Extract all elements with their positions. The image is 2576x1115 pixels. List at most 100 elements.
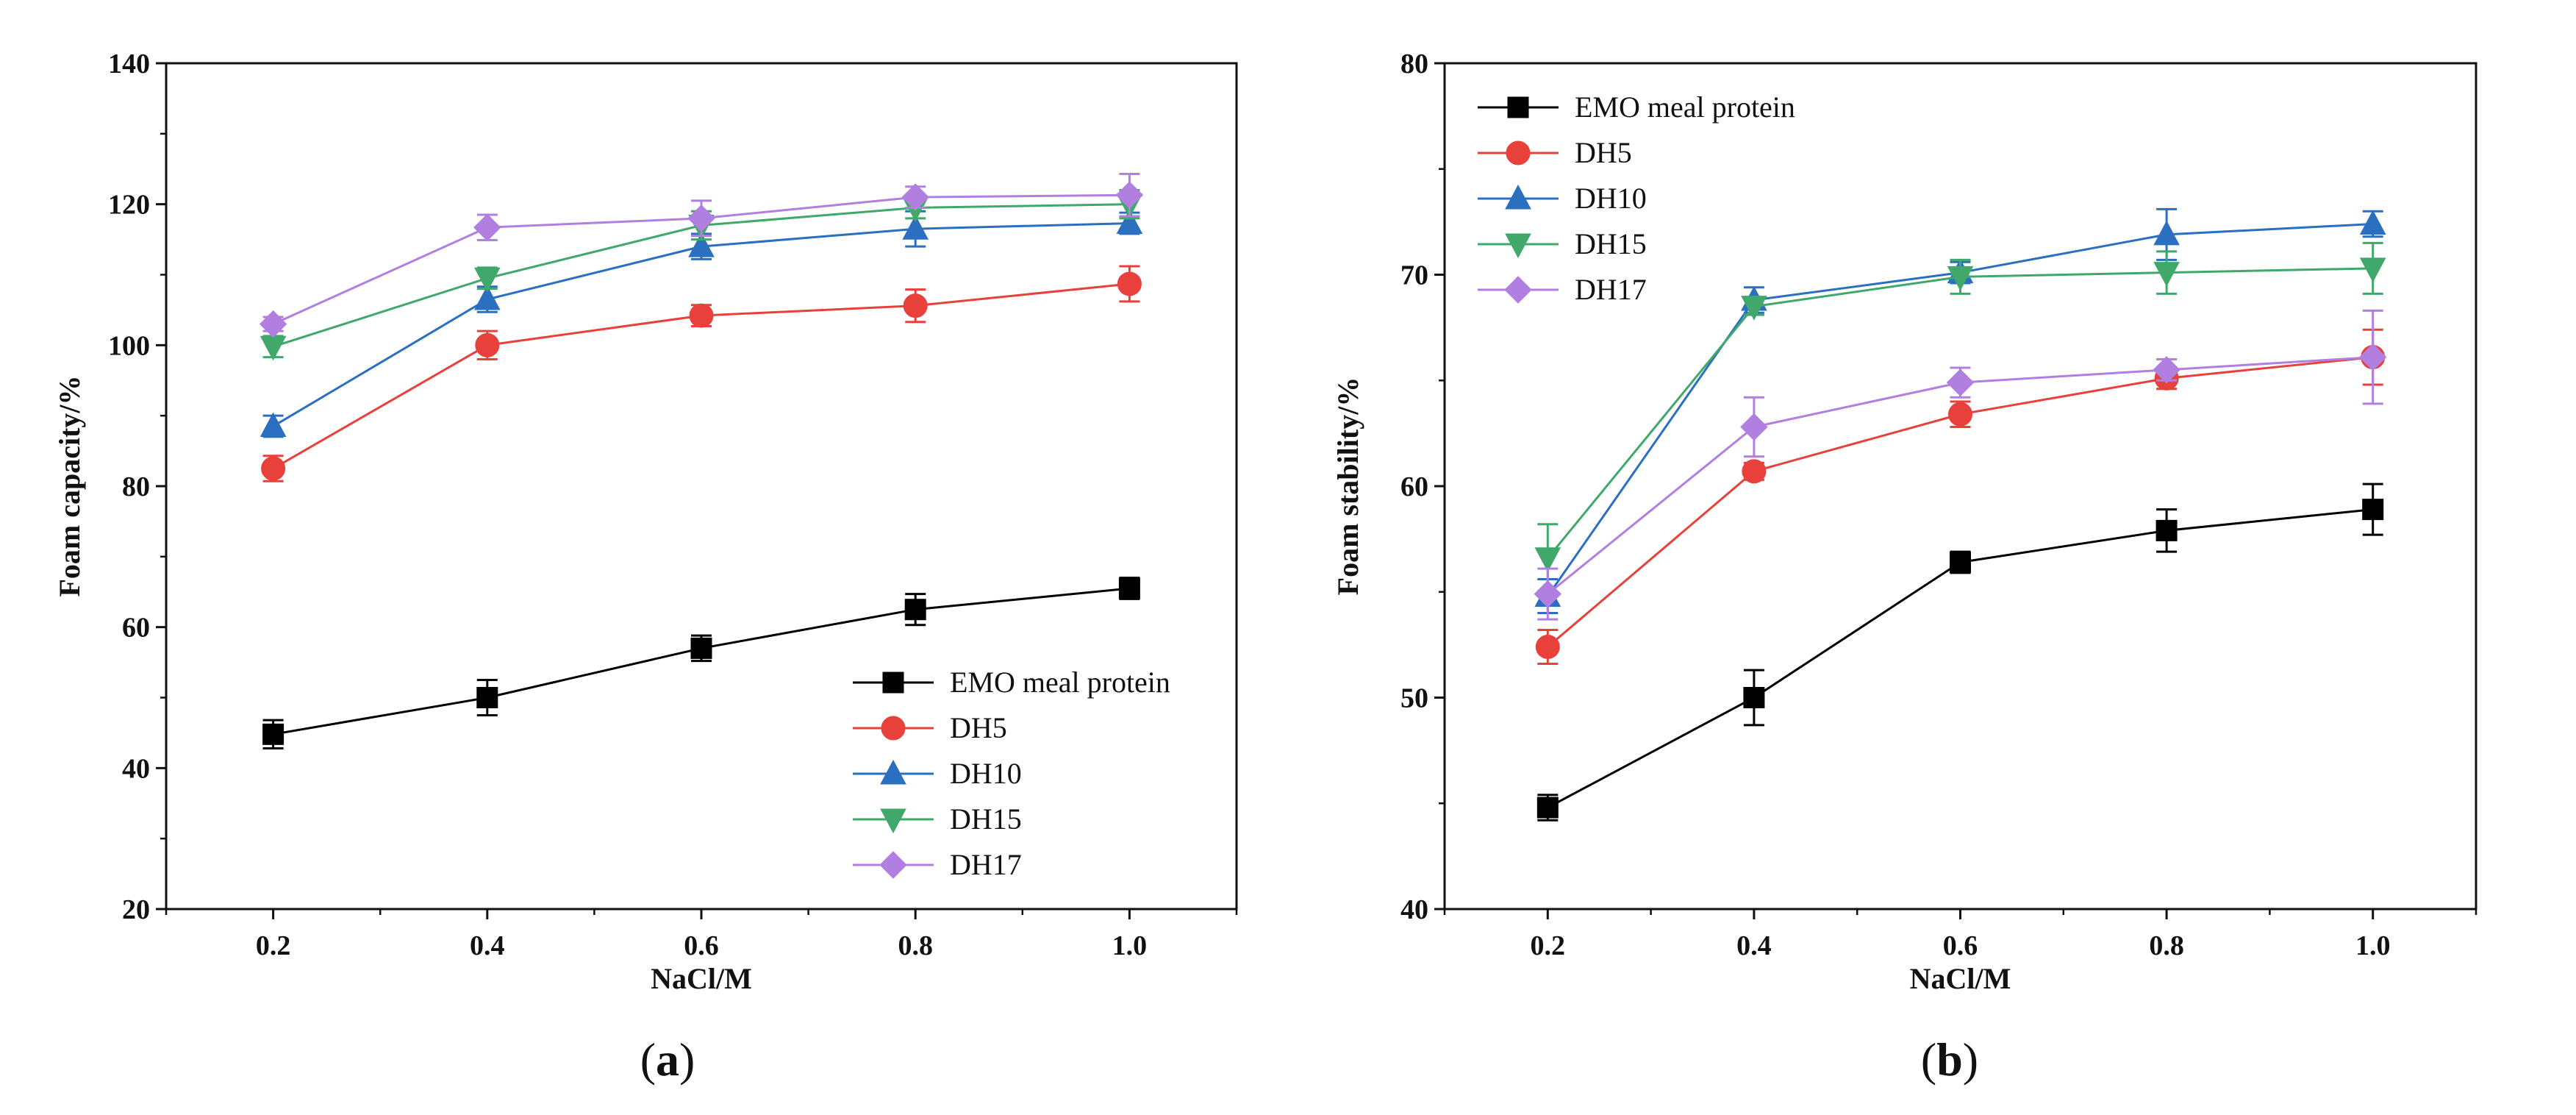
data-point xyxy=(1741,296,1767,321)
data-point xyxy=(473,285,501,310)
data-point xyxy=(262,723,285,745)
legend-marker xyxy=(879,851,907,879)
data-point xyxy=(2153,262,2180,287)
legend-entry: DH5 xyxy=(950,711,1007,744)
data-point xyxy=(261,456,286,481)
y-axis-title: Foam stability/% xyxy=(1331,377,1364,596)
y-tick-label: 60 xyxy=(1400,471,1428,502)
data-point xyxy=(1948,402,1972,427)
series-dh10 xyxy=(260,209,1143,438)
legend-marker xyxy=(1504,276,1532,304)
data-point xyxy=(260,412,287,438)
x-tick-label: 0.8 xyxy=(898,930,933,961)
y-tick-label: 120 xyxy=(108,190,150,221)
y-tick-label: 70 xyxy=(1400,260,1428,291)
legend-entry: EMO meal protein xyxy=(1575,90,1795,124)
legend-marker xyxy=(881,716,906,741)
data-point xyxy=(1535,635,1560,659)
x-tick-label: 0.2 xyxy=(256,930,291,961)
panel-b: 40 50 60 70 80 0.2 0.4 0.6 0.8 1.0 NaCl/M Foam stab… xyxy=(1331,49,2477,1086)
data-point xyxy=(689,303,714,328)
series-emo-meal-protein xyxy=(262,577,1140,749)
data-point xyxy=(1534,580,1562,608)
y-tick-label: 40 xyxy=(122,753,150,784)
panel-label-open: ( xyxy=(640,1033,656,1086)
legend-marker xyxy=(880,808,906,834)
data-point xyxy=(476,687,498,708)
data-point xyxy=(1947,266,1974,291)
data-point xyxy=(2155,519,2178,541)
data-point xyxy=(2358,343,2387,371)
data-point xyxy=(903,293,928,318)
data-point xyxy=(688,232,715,257)
data-point xyxy=(2153,220,2180,246)
x-tick-label: 0.6 xyxy=(1943,930,1978,961)
panel-label-close: ) xyxy=(679,1033,695,1086)
y-tick-label: 40 xyxy=(1400,894,1428,925)
series-dh17 xyxy=(1534,309,2387,621)
panel-a: 20 40 60 80 100 120 140 0.2 0.4 0.6 0.8 1.0 NaCl/M Fo… xyxy=(53,49,1238,1086)
data-point xyxy=(473,267,501,293)
y-tick-label: 140 xyxy=(108,49,150,79)
x-tick-label: 0.4 xyxy=(470,930,505,961)
data-point xyxy=(1116,209,1143,235)
data-point xyxy=(1950,552,1971,573)
data-point xyxy=(1946,368,1975,396)
data-point xyxy=(2359,210,2386,235)
x-axis-title: NaCl/M xyxy=(1910,962,2011,995)
y-tick-label: 100 xyxy=(108,330,150,361)
x-tick-label: 0.6 xyxy=(684,930,719,961)
data-point xyxy=(1115,181,1144,209)
legend-marker xyxy=(1505,184,1531,210)
data-point xyxy=(904,599,926,621)
data-point xyxy=(2359,257,2386,282)
data-point xyxy=(902,215,929,240)
legend-entry: EMO meal protein xyxy=(950,666,1170,699)
y-tick-label: 80 xyxy=(1400,49,1428,79)
data-point xyxy=(1743,687,1765,708)
data-point xyxy=(687,204,715,232)
y-tick-label: 60 xyxy=(122,613,150,644)
legend-entry: DH15 xyxy=(950,802,1022,836)
legend: EMO meal protein DH5 DH10 DH15 DH17 xyxy=(1478,90,1795,306)
x-tick-label: 1.0 xyxy=(1112,930,1148,961)
legend-marker xyxy=(1507,96,1529,118)
data-point xyxy=(1118,577,1140,599)
series-emo-meal-protein xyxy=(1536,482,2384,822)
panel-label: (a) xyxy=(640,1033,695,1086)
legend-entry: DH10 xyxy=(950,757,1022,790)
panel-label-letter: b xyxy=(1936,1033,1963,1086)
x-tick-label: 1.0 xyxy=(2355,930,2391,961)
legend-entry: DH15 xyxy=(1575,227,1647,260)
plot-frame xyxy=(165,62,1238,911)
legend: EMO meal protein DH5 DH10 DH15 DH17 xyxy=(853,666,1170,881)
y-axis-title: Foam capacity/% xyxy=(53,375,86,596)
data-point xyxy=(2153,356,2180,384)
panel-label-letter: a xyxy=(656,1033,679,1086)
data-point xyxy=(1742,459,1767,484)
x-tick-label: 0.4 xyxy=(1736,930,1772,961)
x-tick-label: 0.8 xyxy=(2149,930,2184,961)
y-tick-label: 20 xyxy=(122,894,150,925)
x-tick-label: 0.2 xyxy=(1531,930,1566,961)
data-point xyxy=(259,310,287,338)
legend-entry: DH17 xyxy=(950,848,1022,881)
data-point xyxy=(901,183,929,211)
data-point xyxy=(475,332,500,357)
legend-marker xyxy=(880,759,906,785)
y-tick-label: 50 xyxy=(1400,683,1428,714)
panel-label-open: ( xyxy=(1921,1033,1936,1086)
data-point xyxy=(473,213,501,241)
x-axis-title: NaCl/M xyxy=(651,962,752,995)
legend-marker xyxy=(1505,233,1531,259)
data-point xyxy=(2362,499,2384,521)
legend-entry: DH5 xyxy=(1575,136,1632,169)
legend-marker xyxy=(882,672,904,694)
panel-label-close: ) xyxy=(1963,1033,1978,1086)
data-point xyxy=(1117,271,1142,296)
data-point xyxy=(1534,547,1561,572)
data-point xyxy=(1740,413,1768,441)
legend-entry: DH17 xyxy=(1575,273,1647,306)
legend-entry: DH10 xyxy=(1575,182,1647,215)
